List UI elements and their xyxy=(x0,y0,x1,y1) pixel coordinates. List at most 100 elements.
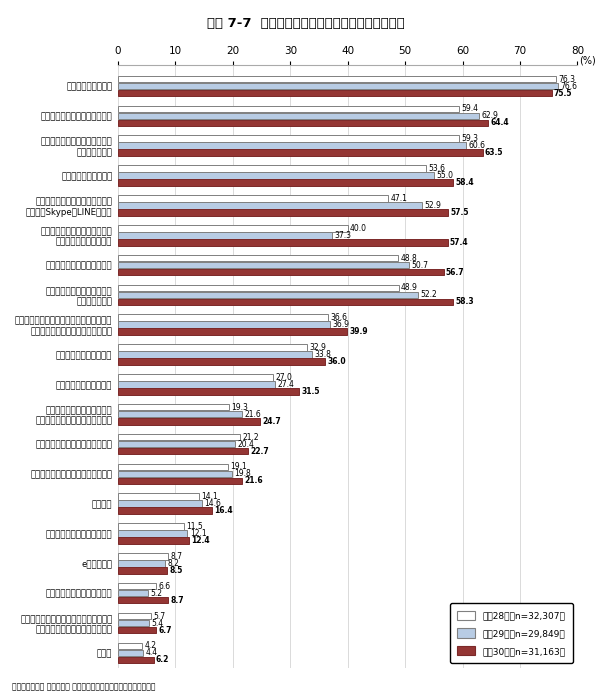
Bar xyxy=(118,388,299,395)
Text: 14.6: 14.6 xyxy=(204,499,221,508)
Text: 5.4: 5.4 xyxy=(152,619,163,627)
Text: 24.7: 24.7 xyxy=(262,416,281,426)
Bar xyxy=(118,195,389,202)
Text: 32.9: 32.9 xyxy=(309,343,326,352)
Text: 39.9: 39.9 xyxy=(349,327,368,336)
Text: 6.6: 6.6 xyxy=(158,581,170,590)
Bar xyxy=(118,105,459,112)
Text: 5.2: 5.2 xyxy=(150,588,162,597)
Bar xyxy=(118,590,148,597)
Bar xyxy=(118,262,409,268)
Text: 50.7: 50.7 xyxy=(411,261,428,270)
Bar xyxy=(118,523,184,529)
Text: 6.7: 6.7 xyxy=(159,626,172,635)
Bar xyxy=(118,642,142,649)
Text: 59.3: 59.3 xyxy=(461,134,478,143)
Bar xyxy=(118,292,418,298)
Bar xyxy=(118,553,168,560)
Text: 55.0: 55.0 xyxy=(436,171,453,180)
Bar xyxy=(118,381,276,387)
Text: 8.5: 8.5 xyxy=(169,566,183,575)
Text: 40.0: 40.0 xyxy=(350,224,367,233)
Bar xyxy=(118,209,448,216)
Bar xyxy=(118,322,330,328)
Bar xyxy=(118,626,156,633)
Text: (%): (%) xyxy=(579,55,596,66)
Bar xyxy=(118,530,188,537)
Text: 75.5: 75.5 xyxy=(554,89,573,98)
Bar xyxy=(118,202,422,209)
Bar xyxy=(118,477,242,484)
Text: 36.0: 36.0 xyxy=(327,357,346,366)
Bar xyxy=(118,411,242,417)
Bar xyxy=(118,225,348,231)
Bar xyxy=(118,120,488,126)
Text: 8.2: 8.2 xyxy=(167,559,179,568)
Text: 59.4: 59.4 xyxy=(461,105,478,114)
Bar xyxy=(118,649,143,656)
Bar xyxy=(118,448,248,455)
Text: 4.2: 4.2 xyxy=(144,641,156,650)
Bar xyxy=(118,285,399,291)
Bar xyxy=(118,418,260,425)
Bar xyxy=(118,113,479,119)
Text: 37.3: 37.3 xyxy=(334,231,351,240)
Text: 20.4: 20.4 xyxy=(238,439,254,448)
Text: 5.7: 5.7 xyxy=(153,611,165,620)
Bar xyxy=(118,90,552,96)
Bar xyxy=(118,76,556,82)
Text: 27.0: 27.0 xyxy=(276,373,292,382)
Text: 19.8: 19.8 xyxy=(234,469,251,478)
Text: 62.9: 62.9 xyxy=(481,112,499,121)
Text: 36.6: 36.6 xyxy=(331,313,348,322)
Text: 36.9: 36.9 xyxy=(332,320,349,329)
Text: 56.7: 56.7 xyxy=(446,267,464,277)
Bar xyxy=(118,583,156,590)
Text: 58.4: 58.4 xyxy=(456,178,474,187)
Text: 76.6: 76.6 xyxy=(560,82,577,91)
Text: （複数回答）: （複数回答） xyxy=(538,631,573,640)
Text: 53.6: 53.6 xyxy=(428,164,445,173)
Bar xyxy=(118,143,466,149)
Text: 8.7: 8.7 xyxy=(170,596,184,605)
Text: 6.2: 6.2 xyxy=(156,656,169,665)
Text: 12.4: 12.4 xyxy=(191,536,210,545)
Text: 8.7: 8.7 xyxy=(170,552,182,561)
Bar xyxy=(118,464,228,470)
Bar xyxy=(118,269,444,275)
Bar xyxy=(118,374,273,380)
Text: 19.3: 19.3 xyxy=(231,403,248,412)
Text: 52.2: 52.2 xyxy=(420,290,437,299)
Text: 52.9: 52.9 xyxy=(424,201,441,210)
Text: 19.1: 19.1 xyxy=(230,462,247,471)
Bar xyxy=(118,656,153,663)
Text: 出典元：総務省 平成３０年 通信利用動向調査報告書（世帯編）より: 出典元：総務省 平成３０年 通信利用動向調査報告書（世帯編）より xyxy=(12,683,156,692)
Bar xyxy=(118,597,168,604)
Bar xyxy=(118,344,307,351)
Text: 64.4: 64.4 xyxy=(490,119,509,128)
Bar xyxy=(118,173,434,179)
Bar xyxy=(118,135,459,142)
Bar xyxy=(118,358,324,365)
Text: 11.5: 11.5 xyxy=(186,522,203,531)
Text: 図表 7-7  インターネットの利用目的・用途の推移: 図表 7-7 インターネットの利用目的・用途の推移 xyxy=(207,17,404,30)
Bar xyxy=(118,500,202,507)
Bar xyxy=(118,537,189,544)
Bar xyxy=(118,620,149,626)
Text: 14.1: 14.1 xyxy=(201,492,218,501)
Text: 48.9: 48.9 xyxy=(401,283,418,292)
Text: 21.6: 21.6 xyxy=(244,410,261,419)
Text: 4.4: 4.4 xyxy=(145,649,158,658)
Text: 33.8: 33.8 xyxy=(315,350,331,359)
Text: 76.3: 76.3 xyxy=(558,75,576,84)
Bar xyxy=(118,232,332,238)
Bar xyxy=(118,179,453,186)
Bar xyxy=(118,441,235,447)
Text: 16.4: 16.4 xyxy=(214,506,233,515)
Text: 63.5: 63.5 xyxy=(485,148,503,157)
Bar xyxy=(118,150,483,156)
Bar xyxy=(118,560,165,567)
Text: 31.5: 31.5 xyxy=(301,387,320,396)
Text: 21.6: 21.6 xyxy=(244,476,263,485)
Bar xyxy=(118,328,347,335)
